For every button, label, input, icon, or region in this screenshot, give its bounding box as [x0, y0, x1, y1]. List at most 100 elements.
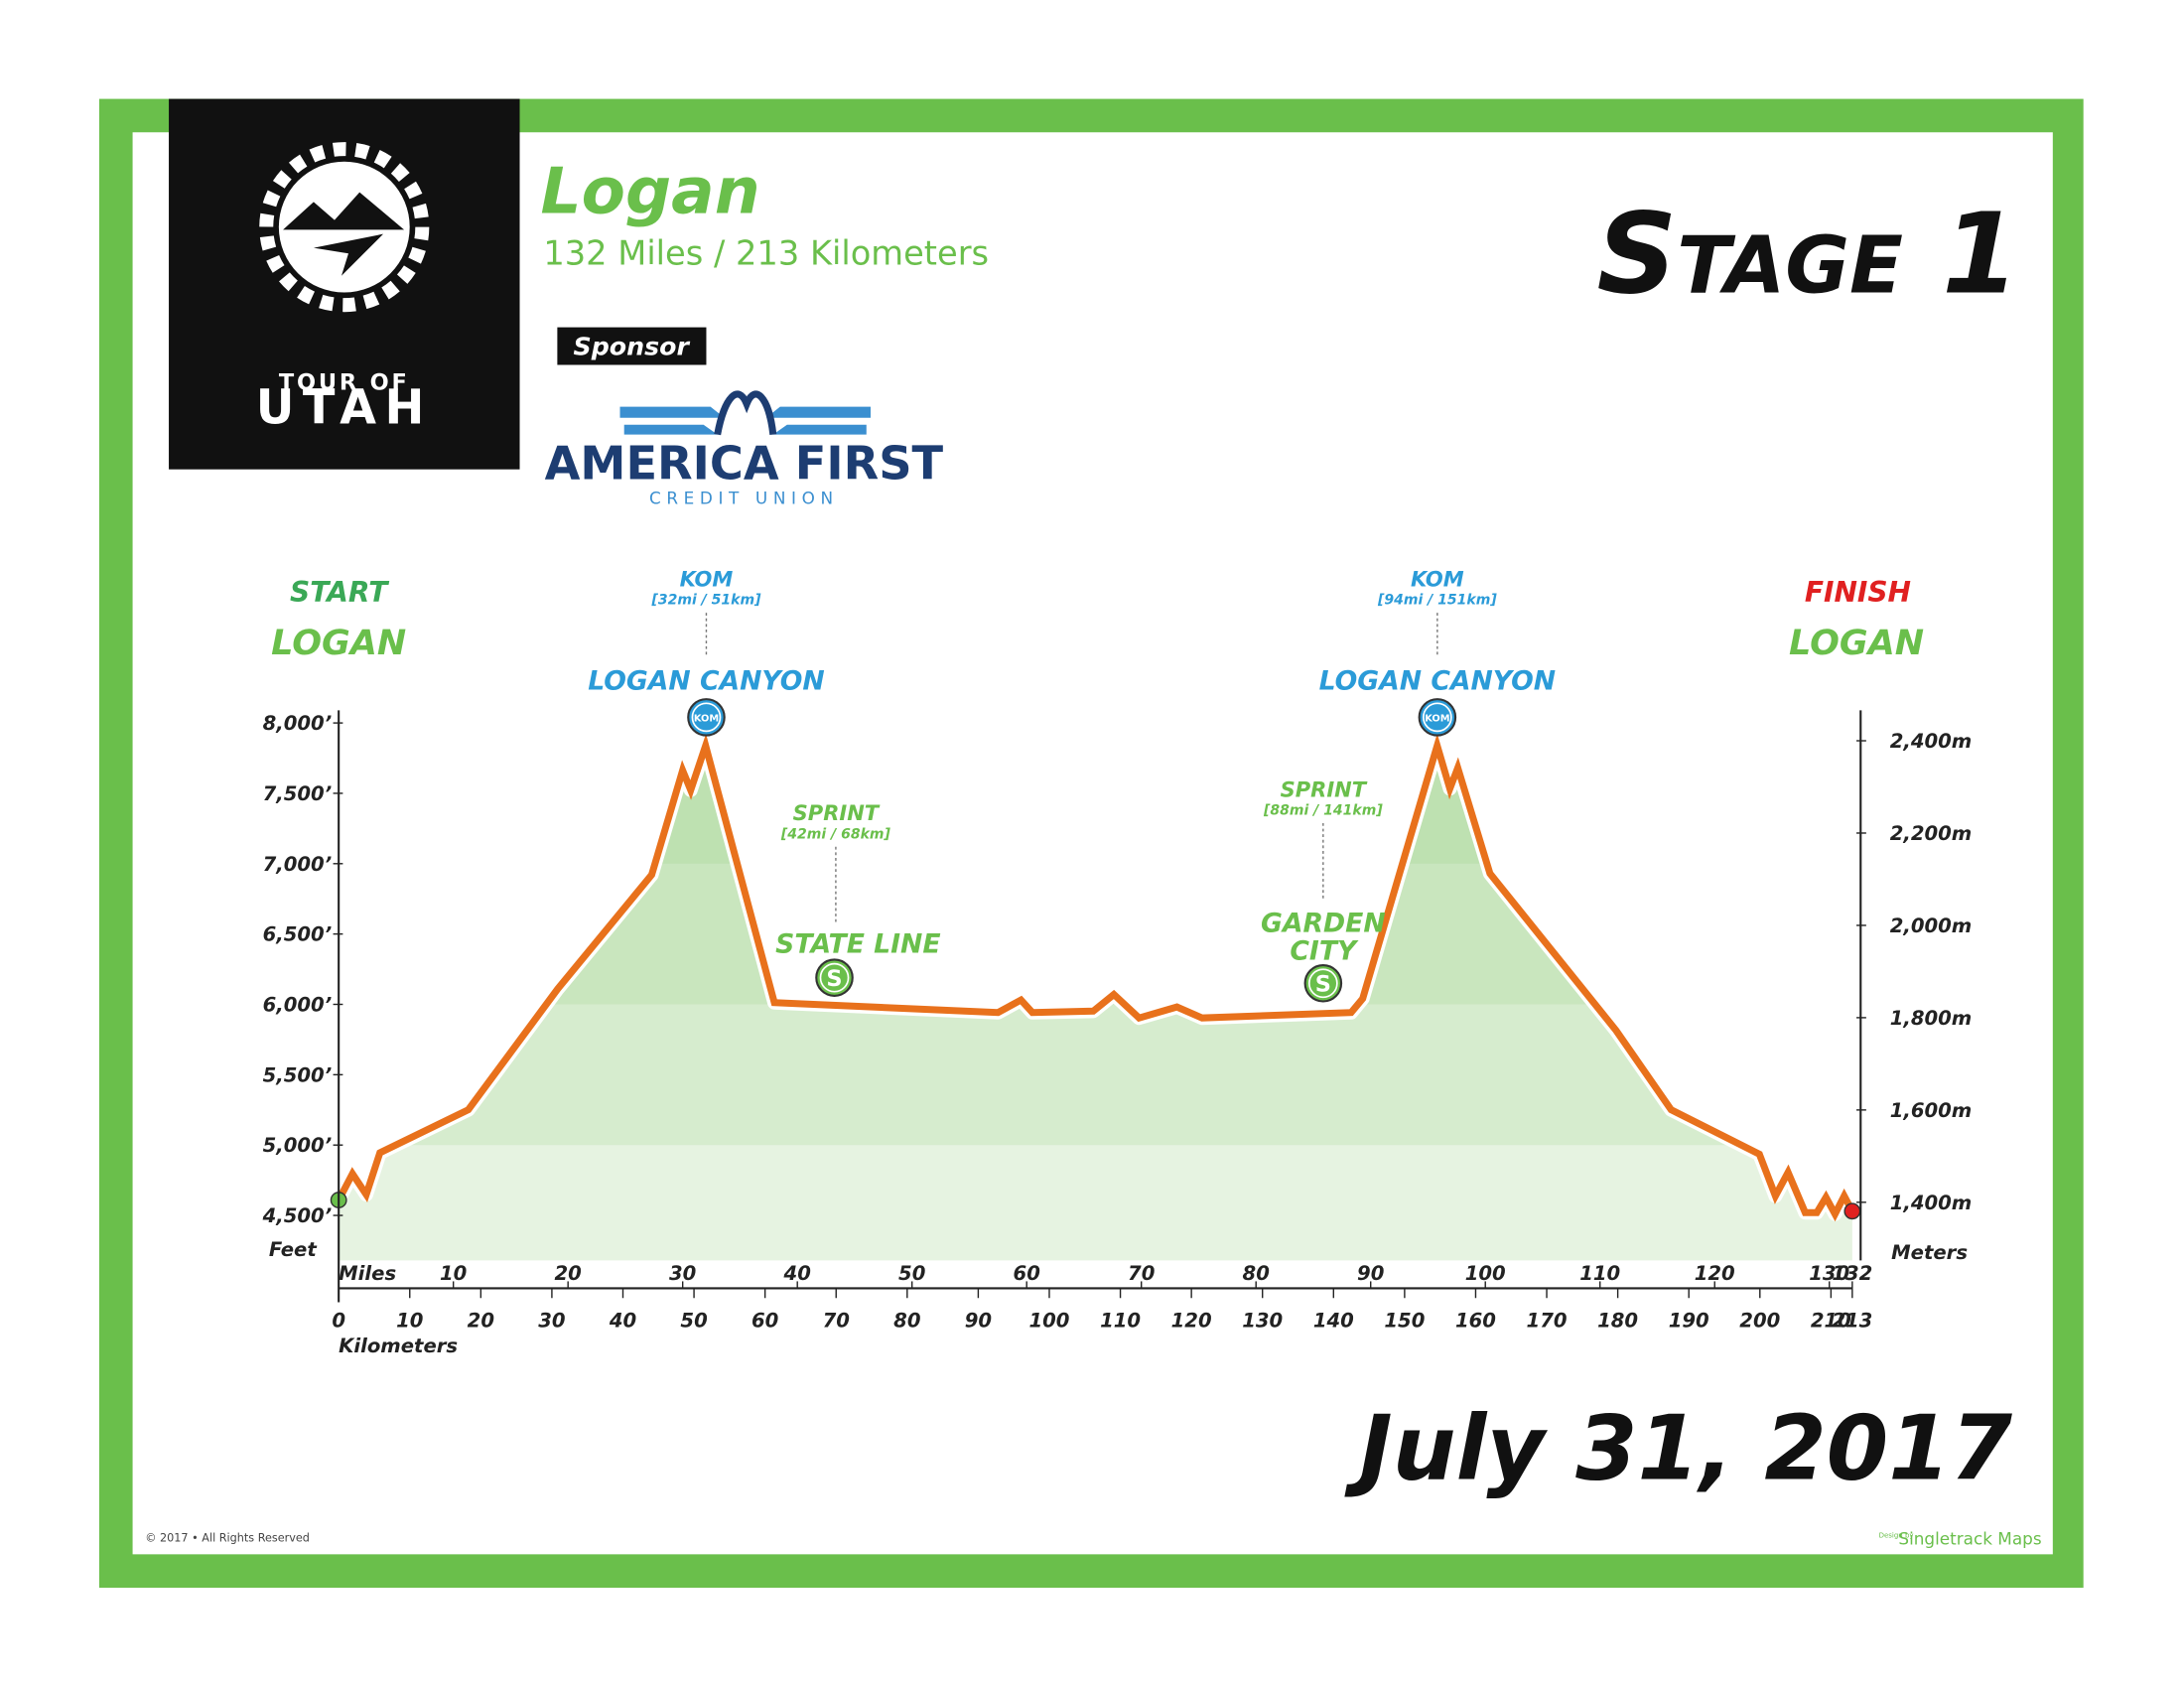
- y2-axis-label: Meters: [1891, 1241, 1968, 1264]
- x2-tick-label: 110: [1100, 1310, 1141, 1333]
- annotation-icon-ring: [1307, 968, 1338, 999]
- x-tick-label: 70: [1128, 1262, 1155, 1285]
- x-tick-label: 50: [898, 1262, 925, 1285]
- logo-text: TOUR OF: [279, 370, 410, 396]
- y-tick-label: 7,500’: [263, 782, 333, 805]
- x2-tick-label: 50: [680, 1310, 707, 1333]
- annotation-icon-ring: [691, 702, 722, 733]
- x2-tick-label: 80: [893, 1310, 920, 1333]
- x-tick-label: 110: [1579, 1262, 1620, 1285]
- annotation-icon: [1303, 963, 1343, 1003]
- x2-tick-label: 190: [1669, 1310, 1709, 1333]
- y2-tick-label: 2,400m: [1890, 730, 1973, 753]
- finish-place: LOGAN: [1789, 623, 1924, 663]
- x2-tick-label: 140: [1313, 1310, 1354, 1333]
- annotation-category: KOM: [680, 567, 734, 592]
- x2-tick-label: 213: [1832, 1310, 1872, 1333]
- x2-tick-label: 0: [332, 1310, 345, 1333]
- y2-tick-label: 1,600m: [1890, 1099, 1973, 1122]
- start-place: LOGAN: [271, 623, 406, 663]
- x2-tick-label: 150: [1384, 1310, 1425, 1333]
- elevation-line: [336, 733, 1855, 1222]
- annotation-icon-text: S: [1315, 972, 1331, 998]
- x2-tick-label: 180: [1597, 1310, 1638, 1333]
- x2-tick-label: 120: [1171, 1310, 1212, 1333]
- logo-gear: [259, 142, 430, 313]
- x2-tick-label: 100: [1028, 1310, 1069, 1333]
- sponsor-label: Sponsor: [574, 333, 691, 361]
- y-tick-label: 4,500’: [262, 1204, 333, 1227]
- logo-arrow: [313, 233, 384, 276]
- sponsor-box: [557, 327, 707, 365]
- annotation-location: LOGAN CANYON: [588, 665, 824, 696]
- annotation-icon-ring: [819, 962, 850, 993]
- y2-tick-label: 2,200m: [1890, 822, 1973, 845]
- x2-tick-label: 60: [751, 1310, 778, 1333]
- x-tick-label: 80: [1243, 1262, 1270, 1285]
- annotation-location: GARDEN: [1261, 908, 1386, 938]
- logo: TOUR OF UTAH: [169, 98, 520, 470]
- copyright: © 2017 • All Rights Reserved: [145, 1532, 310, 1545]
- x-axis-label: Miles: [339, 1262, 396, 1285]
- y-tick-label: 8,000’: [263, 712, 333, 735]
- elevation-area: [339, 745, 1852, 1261]
- y-tick-label: 5,000’: [263, 1134, 333, 1157]
- y-axis-label: Feet: [269, 1238, 318, 1261]
- annotation-location: LOGAN CANYON: [1319, 665, 1556, 696]
- x2-axis-label: Kilometers: [339, 1335, 458, 1357]
- x2-tick-label: 170: [1527, 1310, 1568, 1333]
- x-tick-label: 30: [669, 1262, 696, 1285]
- x-tick-label: 90: [1357, 1262, 1384, 1285]
- x-tick-label: 120: [1695, 1262, 1735, 1285]
- x-tick-label: 40: [783, 1262, 811, 1285]
- y-tick-label: 7,000’: [263, 853, 333, 876]
- x2-tick-label: 200: [1739, 1310, 1780, 1333]
- date: July 31, 2017: [1344, 1398, 2012, 1501]
- annotation-icon: [815, 958, 854, 997]
- annotation-location: STATE LINE: [775, 928, 940, 959]
- annotation-icon-text: S: [826, 966, 842, 992]
- credit-prefix: Design by: [1879, 1531, 1914, 1540]
- annotation-category: SPRINT: [793, 800, 881, 825]
- x2-tick-label: 160: [1455, 1310, 1496, 1333]
- title: Logan: [541, 155, 760, 229]
- x2-tick-label: 70: [823, 1310, 850, 1333]
- y-tick-label: 6,000’: [263, 994, 333, 1017]
- logo-text: UTAH: [256, 380, 433, 435]
- annotation-icon-text: KOM: [1425, 714, 1449, 725]
- x-tick-label: 130: [1809, 1262, 1849, 1285]
- x-tick-label: 132: [1832, 1262, 1872, 1285]
- annotation-icon-text: KOM: [694, 714, 719, 725]
- logo-mountain: [283, 192, 405, 230]
- x2-tick-label: 40: [609, 1310, 636, 1333]
- annotation-category: SPRINT: [1281, 776, 1368, 801]
- sponsor-eagle: [714, 390, 777, 436]
- y2-tick-label: 2,000m: [1890, 914, 1973, 937]
- y-tick-label: 5,500’: [263, 1063, 333, 1086]
- x2-tick-label: 130: [1242, 1310, 1283, 1333]
- finish-marker: [1843, 1202, 1861, 1220]
- subtitle: 132 Miles / 213 Kilometers: [543, 234, 989, 273]
- sponsor-wings: [619, 406, 871, 435]
- credit: Singletrack Maps: [1898, 1529, 2041, 1549]
- annotation-detail: [94mi / 151km]: [1377, 593, 1497, 609]
- annotation-icon: [1418, 698, 1457, 737]
- x-tick-label: 20: [555, 1262, 582, 1285]
- annotation-icon: [687, 698, 726, 737]
- sponsor-subname: CREDIT UNION: [649, 489, 839, 508]
- x-tick-label: 100: [1465, 1262, 1506, 1285]
- sponsor-name: AMERICA FIRST: [545, 437, 944, 491]
- x2-tick-label: 20: [468, 1310, 494, 1333]
- x2-tick-label: 30: [538, 1310, 565, 1333]
- x-tick-label: 10: [440, 1262, 467, 1285]
- annotation-detail: [88mi / 141km]: [1263, 803, 1383, 819]
- stage: Stage 1: [1597, 191, 2020, 320]
- y2-tick-label: 1,400m: [1890, 1192, 1973, 1214]
- annotation-category: KOM: [1411, 567, 1464, 592]
- y2-tick-label: 1,800m: [1890, 1007, 1973, 1030]
- annotation-detail: [32mi / 51km]: [650, 593, 761, 609]
- annotation-location: CITY: [1290, 935, 1359, 966]
- start-label: START: [290, 576, 389, 609]
